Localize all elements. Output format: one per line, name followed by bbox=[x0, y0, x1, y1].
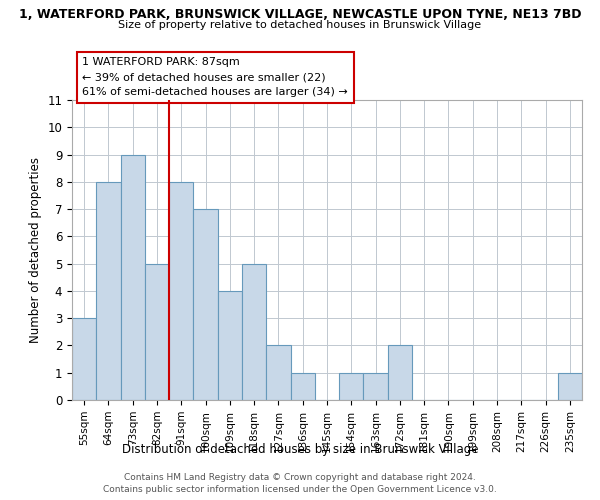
Bar bbox=[218, 291, 242, 400]
Bar bbox=[266, 346, 290, 400]
Text: Size of property relative to detached houses in Brunswick Village: Size of property relative to detached ho… bbox=[118, 20, 482, 30]
Bar bbox=[145, 264, 169, 400]
Bar bbox=[169, 182, 193, 400]
Bar bbox=[339, 372, 364, 400]
Bar bbox=[121, 154, 145, 400]
Text: Contains public sector information licensed under the Open Government Licence v3: Contains public sector information licen… bbox=[103, 485, 497, 494]
Bar bbox=[388, 346, 412, 400]
Bar bbox=[96, 182, 121, 400]
Text: 1, WATERFORD PARK, BRUNSWICK VILLAGE, NEWCASTLE UPON TYNE, NE13 7BD: 1, WATERFORD PARK, BRUNSWICK VILLAGE, NE… bbox=[19, 8, 581, 20]
Bar bbox=[558, 372, 582, 400]
Bar bbox=[290, 372, 315, 400]
Bar bbox=[72, 318, 96, 400]
Bar bbox=[364, 372, 388, 400]
Text: 1 WATERFORD PARK: 87sqm
← 39% of detached houses are smaller (22)
61% of semi-de: 1 WATERFORD PARK: 87sqm ← 39% of detache… bbox=[82, 58, 348, 97]
Bar bbox=[193, 209, 218, 400]
Text: Distribution of detached houses by size in Brunswick Village: Distribution of detached houses by size … bbox=[122, 442, 478, 456]
Text: Contains HM Land Registry data © Crown copyright and database right 2024.: Contains HM Land Registry data © Crown c… bbox=[124, 472, 476, 482]
Y-axis label: Number of detached properties: Number of detached properties bbox=[29, 157, 42, 343]
Bar bbox=[242, 264, 266, 400]
